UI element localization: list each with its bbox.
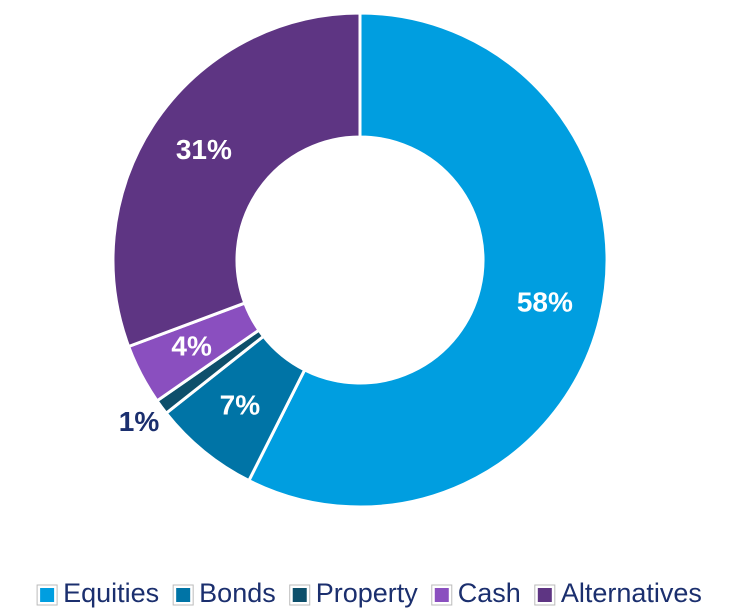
legend: Equities Bonds Property Cash Alternatives bbox=[36, 578, 702, 608]
value-label: 31% bbox=[176, 134, 232, 165]
legend-swatch bbox=[174, 586, 193, 604]
value-label: 1% bbox=[119, 406, 160, 437]
value-label: 4% bbox=[171, 330, 212, 361]
legend-swatch-frame bbox=[534, 584, 556, 606]
legend-label: Property bbox=[316, 578, 419, 608]
legend-swatch bbox=[432, 586, 451, 604]
legend-swatch-frame bbox=[431, 584, 453, 606]
value-label: 7% bbox=[220, 390, 261, 421]
legend-label: Equities bbox=[63, 578, 159, 608]
legend-swatch bbox=[535, 586, 554, 604]
legend-label: Alternatives bbox=[561, 578, 702, 608]
donut-segment bbox=[246, 11, 609, 509]
legend-swatch bbox=[38, 586, 57, 604]
donut-segment bbox=[111, 11, 362, 349]
legend-swatch-frame bbox=[36, 584, 58, 606]
legend-swatch bbox=[290, 586, 309, 604]
value-label: 58% bbox=[517, 286, 573, 317]
legend-swatch-frame bbox=[172, 584, 194, 606]
legend-label: Bonds bbox=[199, 578, 276, 608]
legend-swatch-frame bbox=[289, 584, 311, 606]
legend-label: Cash bbox=[458, 578, 521, 608]
